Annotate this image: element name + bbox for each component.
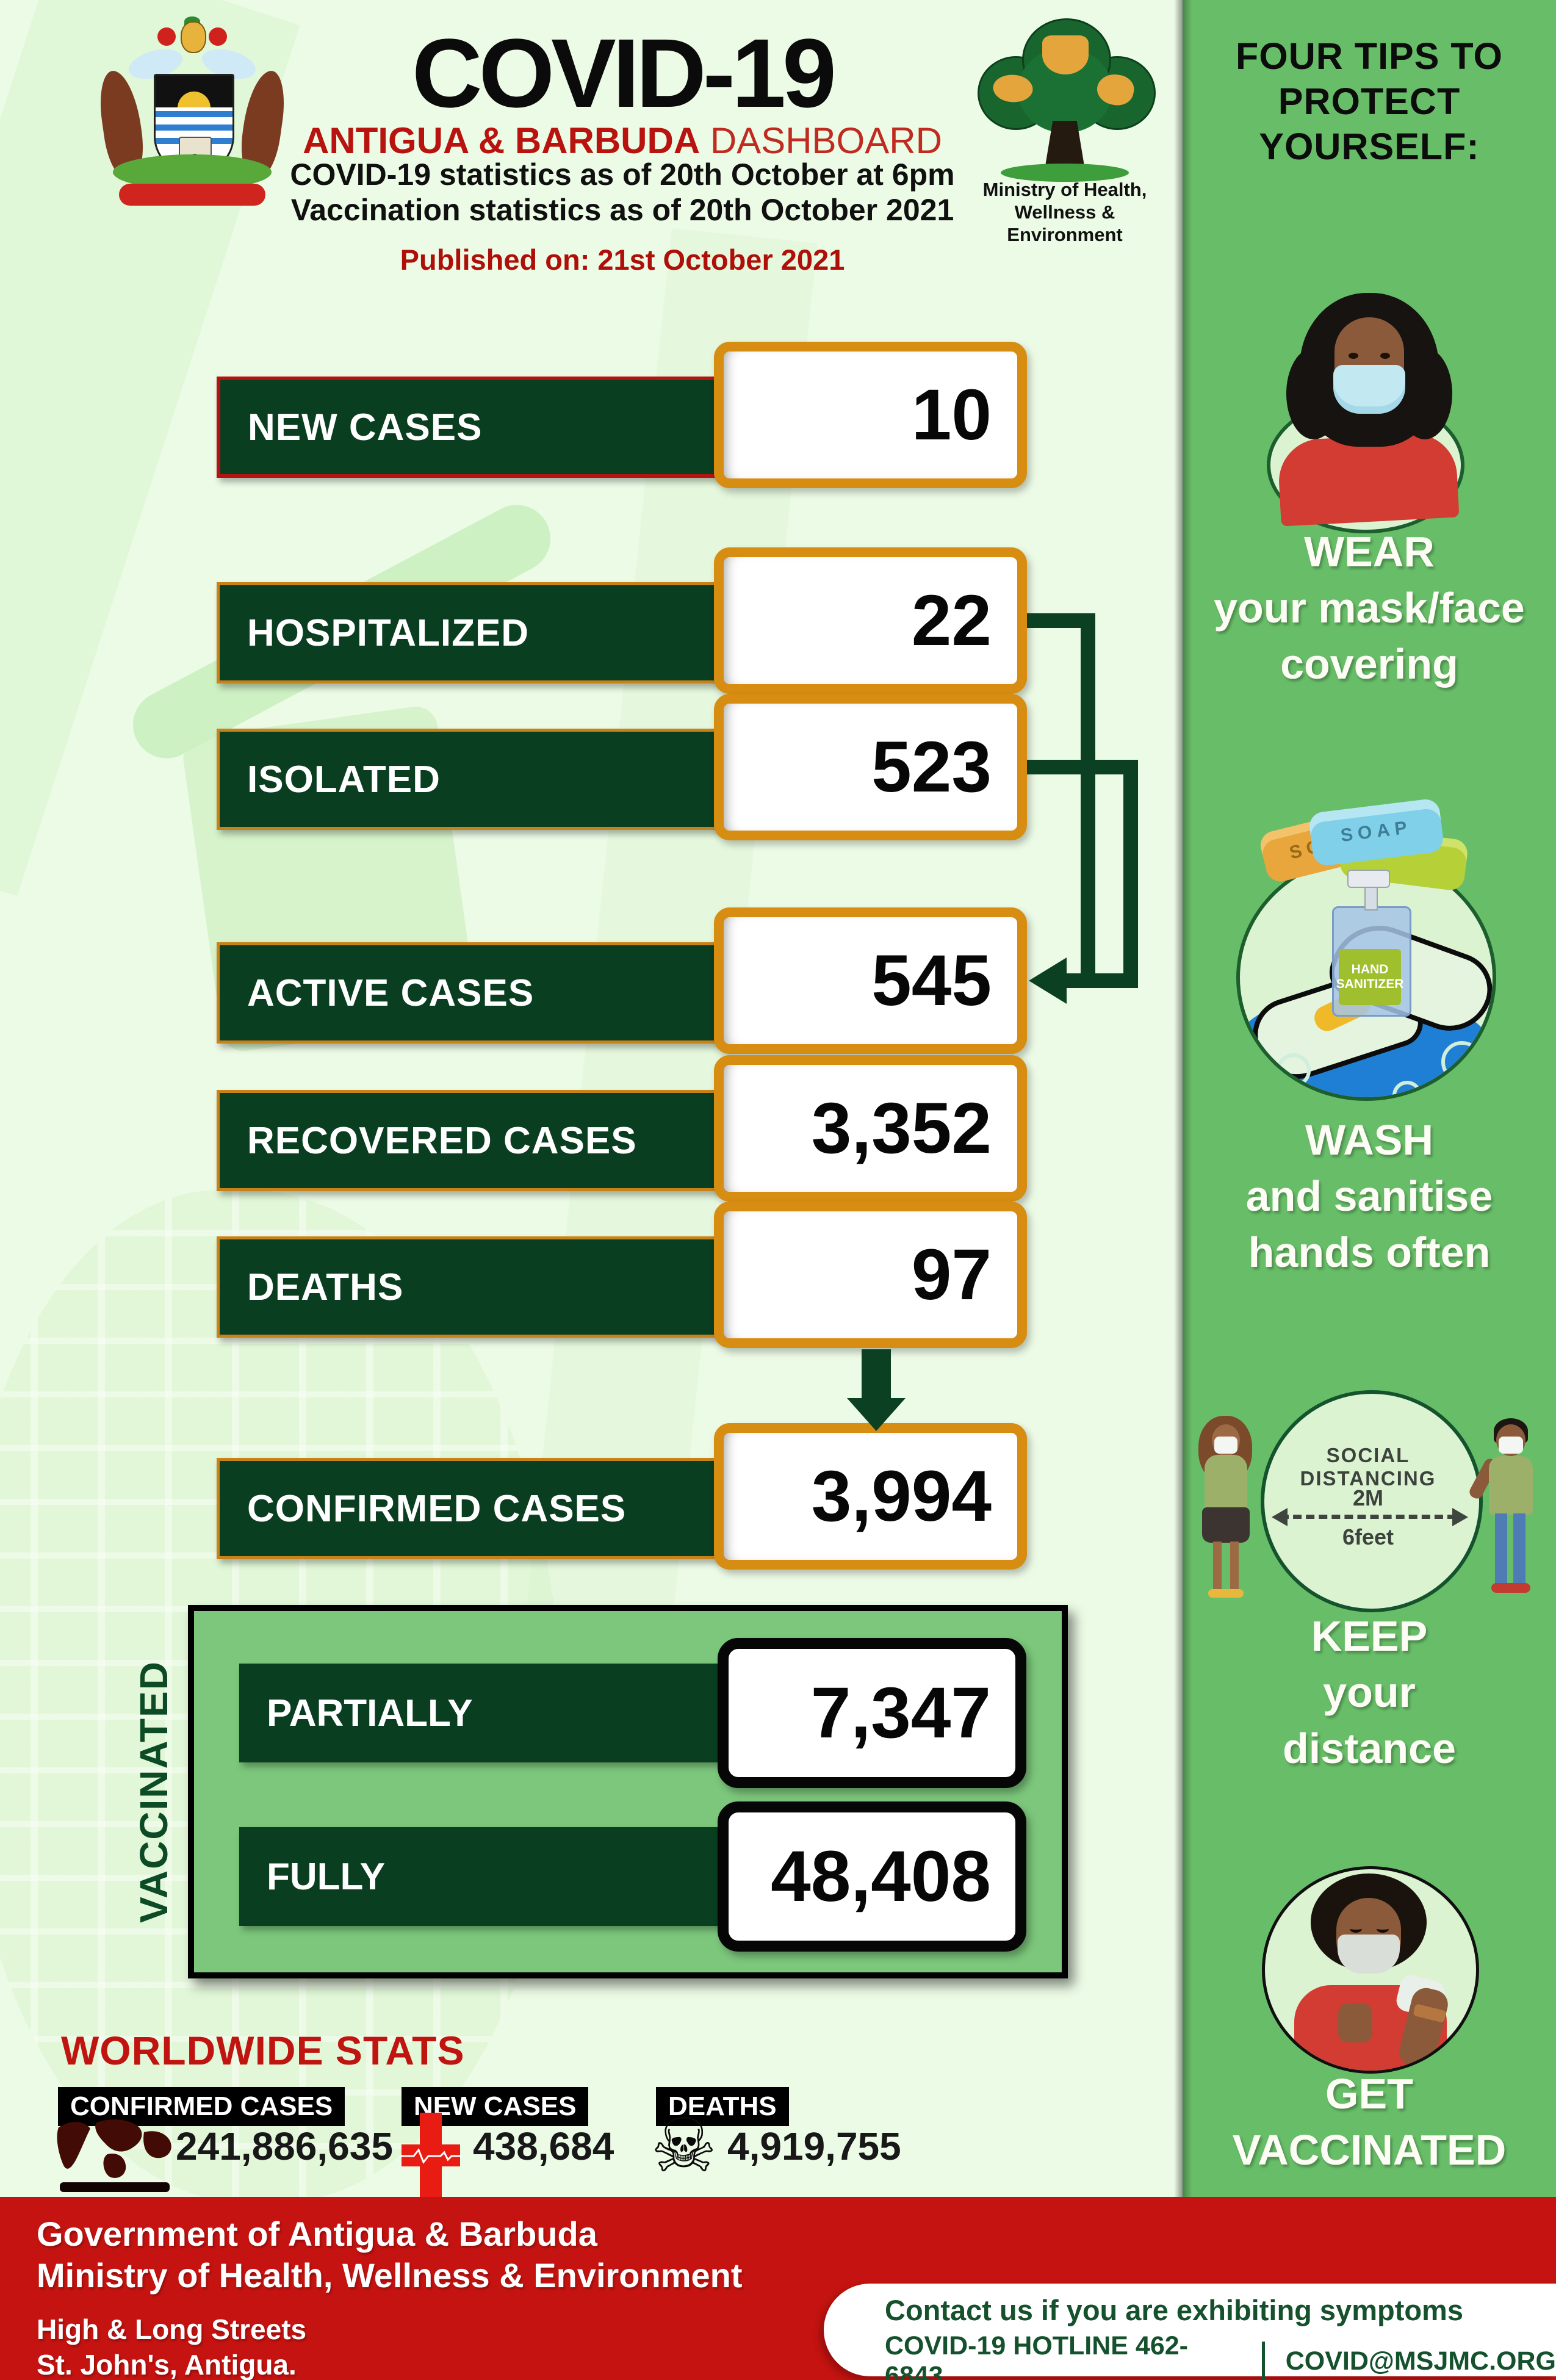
- connector-hospitalized-vertical: [1081, 613, 1095, 988]
- label-deaths: DEATHS: [217, 1236, 723, 1338]
- value-active-cases: 545: [714, 907, 1027, 1054]
- ministry-logo-icon: [970, 18, 1159, 232]
- stats-asof-line: COVID-19 statistics as of 20th October a…: [290, 157, 955, 192]
- distancing-woman-figure: [1195, 1416, 1258, 1599]
- connector-isolated-vertical: [1123, 760, 1138, 988]
- value-isolated: 523: [714, 694, 1027, 840]
- worldwide-title: WORLDWIDE STATS: [61, 2028, 465, 2073]
- distance-feet-label: 6feet: [1342, 1524, 1394, 1549]
- value-fully-vaccinated: 48,408: [718, 1801, 1026, 1952]
- worldwide-chip-deaths: DEATHS: [656, 2087, 789, 2126]
- footer-address-city: St. John's, Antigua.: [37, 2349, 297, 2380]
- arrow-into-active-icon: [1029, 957, 1067, 1004]
- label-fully-vaccinated: FULLY: [239, 1827, 726, 1926]
- worldwide-confirmed-value: 241,886,635: [176, 2124, 393, 2168]
- value-confirmed-cases: 3,994: [714, 1423, 1027, 1570]
- footer-bar: Government of Antigua & Barbuda Ministry…: [0, 2197, 1556, 2380]
- value-hospitalized: 22: [714, 547, 1027, 694]
- connector-to-active: [1065, 973, 1138, 988]
- vaccinated-side-label: VACCINATED: [132, 1660, 176, 1924]
- arrow-down-icon: [847, 1398, 906, 1431]
- distance-meters-label: 2M: [1352, 1485, 1383, 1510]
- worldwide-chip-confirmed: CONFIRMED CASES: [58, 2087, 345, 2126]
- world-map-icon: [57, 2119, 171, 2192]
- arrow-deaths-to-confirmed-shaft: [862, 1349, 891, 1399]
- tips-sidebar: FOUR TIPS TO PROTECT YOURSELF: WEAR your…: [1183, 0, 1556, 2197]
- label-isolated: ISOLATED: [217, 729, 723, 830]
- footer-ministry: Ministry of Health, Wellness & Environme…: [37, 2256, 743, 2295]
- social-distancing-illustration: SOCIAL DISTANCING 2M 6feet: [1195, 1390, 1544, 1612]
- contact-box: Contact us if you are exhibiting symptom…: [824, 2284, 1556, 2380]
- panel-divider-shadow: [1174, 0, 1183, 2197]
- mask-woman-illustration: [1244, 293, 1495, 543]
- footer-address-street: High & Long Streets: [37, 2313, 307, 2345]
- hotline-number: COVID-19 HOTLINE 462-6843: [885, 2331, 1188, 2380]
- value-recovered-cases: 3,352: [714, 1055, 1027, 1202]
- distance-arrow-icon: [1280, 1515, 1456, 1519]
- page-subtitle: ANTIGUA & BARBUDA DASHBOARD: [262, 120, 982, 162]
- value-deaths: 97: [714, 1202, 1027, 1348]
- footer-government: Government of Antigua & Barbuda: [37, 2215, 597, 2253]
- wash-hands-illustration: SOAP SOAP HAND SANITIZER: [1219, 798, 1500, 1101]
- distancing-man-figure: [1467, 1418, 1541, 1599]
- ministry-logo-caption: Ministry of Health, Wellness & Environme…: [982, 179, 1147, 245]
- label-active-cases: ACTIVE CASES: [217, 942, 723, 1044]
- worldwide-deaths-value: 4,919,755: [727, 2124, 901, 2168]
- worldwide-new-value: 438,684: [473, 2124, 614, 2168]
- label-hospitalized: HOSPITALIZED: [217, 582, 723, 683]
- label-new-cases: NEW CASES: [217, 377, 723, 478]
- face-mask-icon: [1333, 365, 1405, 414]
- tip-distance-caption: KEEP your distance: [1283, 1612, 1456, 1772]
- contact-email: COVID@MSJMC.ORG: [1285, 2346, 1556, 2376]
- vaccination-asof-line: Vaccination statistics as of 20th Octobe…: [290, 193, 954, 227]
- sanitizer-label: HAND SANITIZER: [1336, 949, 1403, 1005]
- antigua-coat-of-arms-icon: [92, 16, 293, 214]
- contact-divider: [1261, 2342, 1265, 2380]
- connector-isolated: [1027, 760, 1138, 774]
- tips-heading: FOUR TIPS TO PROTECT YOURSELF:: [1236, 35, 1503, 167]
- subtitle-region: ANTIGUA & BARBUDA: [303, 120, 701, 161]
- contact-heading: Contact us if you are exhibiting symptom…: [885, 2294, 1463, 2326]
- vaccinated-person-illustration: [1262, 1863, 1479, 2074]
- tip-wash-caption: WASH and sanitise hands often: [1245, 1116, 1493, 1276]
- label-partially-vaccinated: PARTIALLY: [239, 1664, 726, 1762]
- social-distancing-label: SOCIAL DISTANCING: [1300, 1444, 1436, 1490]
- subtitle-dashboard: DASHBOARD: [710, 120, 942, 161]
- label-recovered-cases: RECOVERED CASES: [217, 1090, 723, 1191]
- tip-vaccinated-caption: GET VACCINATED: [1232, 2070, 1507, 2174]
- value-new-cases: 10: [714, 342, 1027, 488]
- tip-wear-caption: WEAR your mask/face covering: [1214, 528, 1525, 688]
- label-confirmed-cases: CONFIRMED CASES: [217, 1458, 723, 1559]
- published-date: Published on: 21st October 2021: [400, 243, 845, 276]
- medical-cross-icon: [400, 2113, 461, 2198]
- value-partially-vaccinated: 7,347: [718, 1638, 1026, 1788]
- face-mask-icon: [1338, 1935, 1400, 1974]
- skull-icon: ☠: [650, 2102, 718, 2189]
- soap-label: SOAP: [1339, 817, 1413, 846]
- page-title: COVID-19: [412, 18, 837, 128]
